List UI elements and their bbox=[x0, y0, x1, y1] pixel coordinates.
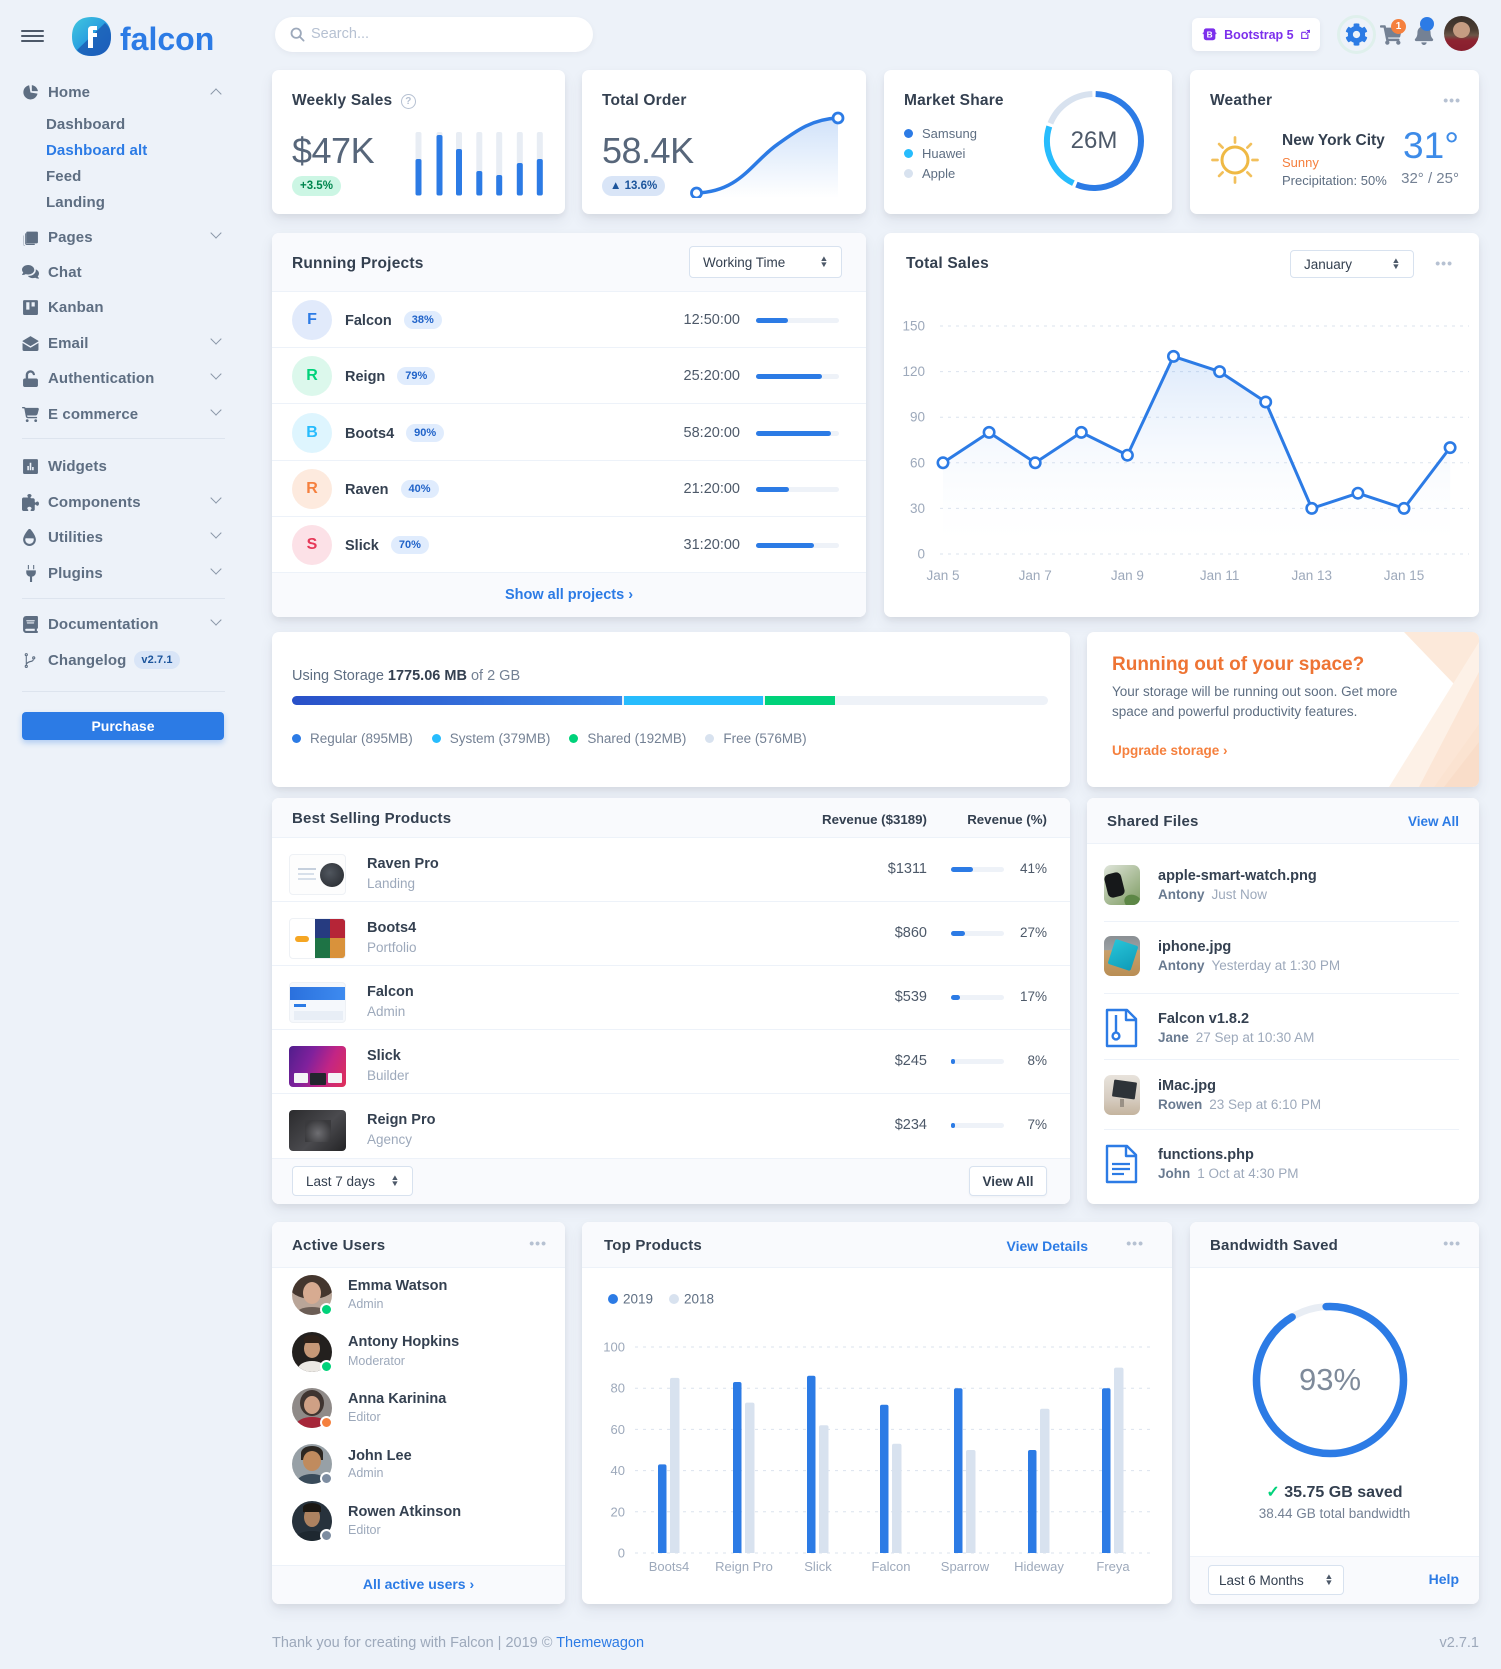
svg-text:Boots4: Boots4 bbox=[649, 1559, 689, 1574]
svg-text:Jan 11: Jan 11 bbox=[1200, 568, 1240, 583]
svg-text:2019: 2019 bbox=[623, 1292, 653, 1307]
svg-text:40: 40 bbox=[611, 1463, 625, 1478]
svg-text:B: B bbox=[1207, 29, 1213, 39]
svg-text:Jan 7: Jan 7 bbox=[1019, 568, 1052, 583]
svg-text:Hideway: Hideway bbox=[1014, 1559, 1064, 1574]
svg-text:0: 0 bbox=[618, 1546, 625, 1561]
svg-text:Jan 9: Jan 9 bbox=[1111, 568, 1144, 583]
svg-text:80: 80 bbox=[611, 1381, 625, 1396]
svg-text:Freya: Freya bbox=[1096, 1559, 1130, 1574]
svg-text:Jan 13: Jan 13 bbox=[1292, 568, 1333, 583]
svg-text:120: 120 bbox=[902, 364, 925, 379]
svg-text:2018: 2018 bbox=[684, 1292, 714, 1307]
svg-text:100: 100 bbox=[603, 1340, 625, 1355]
svg-text:Reign Pro: Reign Pro bbox=[715, 1559, 773, 1574]
svg-text:20: 20 bbox=[611, 1504, 625, 1519]
svg-text:Falcon: Falcon bbox=[871, 1559, 910, 1574]
svg-text:Sparrow: Sparrow bbox=[941, 1559, 990, 1574]
svg-text:60: 60 bbox=[611, 1422, 625, 1437]
svg-text:Jan 5: Jan 5 bbox=[926, 568, 959, 583]
svg-text:Slick: Slick bbox=[804, 1559, 832, 1574]
svg-text:30: 30 bbox=[910, 501, 925, 516]
svg-text:Jan 15: Jan 15 bbox=[1384, 568, 1425, 583]
svg-text:150: 150 bbox=[902, 319, 925, 334]
svg-text:0: 0 bbox=[917, 547, 925, 562]
svg-text:90: 90 bbox=[910, 410, 925, 425]
svg-text:60: 60 bbox=[910, 455, 925, 470]
